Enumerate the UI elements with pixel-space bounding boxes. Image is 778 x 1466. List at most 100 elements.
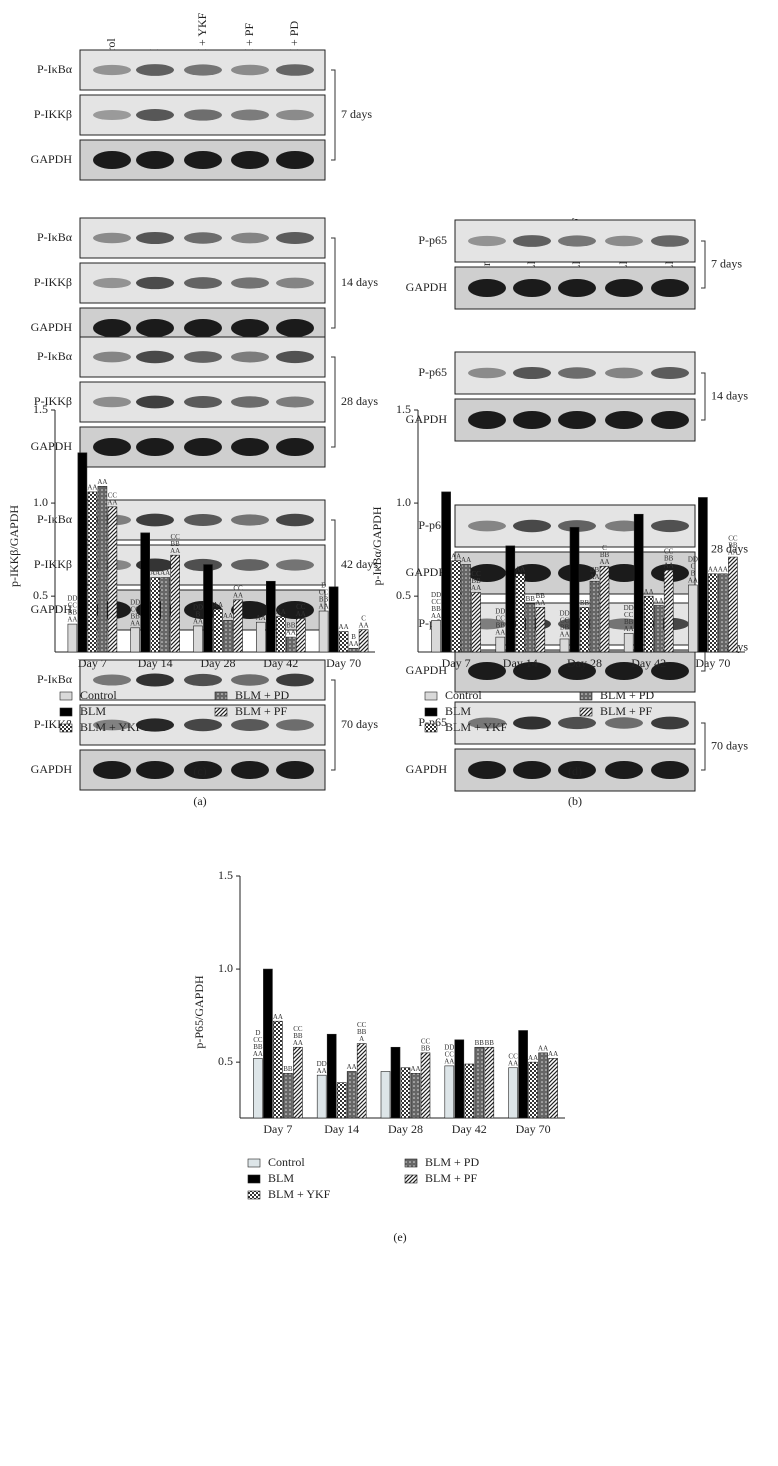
bracket [331,679,336,771]
significance-label: BB [580,599,590,607]
blot-band [558,235,596,247]
significance-label: C [691,563,696,571]
bar [316,1074,327,1119]
y-tick-label: 1.0 [396,495,411,509]
significance-label: BB [421,1044,431,1052]
significance-label: CC [496,615,506,623]
bar [97,486,108,653]
y-tick-label: 1.5 [396,402,411,416]
blot-band [136,438,174,456]
bar [569,526,580,653]
row-label: P-IκBα [37,672,73,686]
significance-label: CC [728,535,738,543]
blot-band [231,438,269,456]
blot-band [558,367,596,379]
bar [338,631,349,653]
x-tick-label: Day 7 [263,1122,292,1136]
significance-label: AA [654,597,664,605]
row-label: P-IKKβ [34,275,72,289]
legend-swatch [404,1158,418,1168]
legend-swatch [247,1174,261,1184]
blot-band [651,662,689,680]
legend-label: BLM + PD [600,688,654,702]
x-tick-label: Day 42 [263,656,298,670]
significance-label: CC [68,602,78,610]
significance-label: B [196,611,201,619]
blot-band [651,761,689,779]
significance-label: C [361,614,366,622]
x-tick-label: Day 28 [201,656,236,670]
significance-label: CC [421,1037,431,1045]
bracket [331,69,336,161]
blot-band [93,64,131,76]
days-label: 7 days [711,256,742,270]
significance-label: D [321,582,326,590]
blot-band [136,673,174,687]
blot-band [605,367,643,379]
significance-label: CC [131,605,141,613]
blot-band [276,673,314,687]
significance-label: BB [728,542,738,550]
y-tick-label: 1.5 [218,868,233,882]
bar [390,1046,401,1119]
significance-label: AA [160,569,170,577]
significance-label: DD [559,610,569,618]
significance-label: AA [213,601,223,609]
bar [718,573,728,653]
bar [633,513,644,653]
legend-swatch [579,691,593,701]
blot-band [231,351,269,363]
significance-label: AA [495,629,505,637]
bar [495,636,506,653]
y-tick-label: 0.5 [396,588,411,602]
blot-band [468,564,506,582]
significance-label: AA [130,619,140,627]
significance-label: CC [431,598,441,606]
significance-label: AA [296,610,306,618]
legend-label: BLM [80,704,106,718]
blot-band [558,520,596,532]
significance-label: B [351,633,356,641]
bar [454,1039,465,1119]
significance-label: AA [471,584,481,592]
legend-label: BLM + YKF [268,1187,331,1201]
blot-band [276,396,314,408]
significance-label: CC [664,548,674,556]
blot-band [231,232,269,244]
blot-band [276,151,314,169]
significance-label: AA [107,498,117,506]
bar [356,1043,367,1119]
row-label: GAPDH [31,439,73,453]
blot-band [184,396,222,408]
bar [528,1061,538,1119]
blot-band [513,662,551,680]
row-label: P-p65 [418,518,447,532]
row-label: P-IκBα [37,349,73,363]
y-tick-label: 0.5 [33,588,48,602]
bar [538,1052,548,1119]
significance-label: AA [286,629,296,637]
days-label: 28 days [341,394,378,408]
blot-band [605,662,643,680]
bar [140,532,150,653]
significance-label: AA [599,558,609,566]
legend-label: BLM [445,704,471,718]
significance-label: BB [664,555,674,563]
blot-band [184,109,222,121]
x-tick-label: Day 28 [567,656,602,670]
blot-band [513,366,551,380]
significance-label: BB [431,605,441,613]
x-tick-label: Day 7 [442,656,471,670]
significance-label: BB [496,622,506,630]
bar [471,592,481,653]
significance-label: AA [273,1013,283,1021]
x-tick-label: Day 70 [326,656,361,670]
significance-label: DD [495,608,505,616]
bracket [701,722,706,771]
bar [233,599,243,653]
significance-label: AA [461,556,471,564]
row-label: GAPDH [406,762,448,776]
bar [223,620,233,653]
bar [318,610,329,653]
significance-label: AA [319,603,329,611]
